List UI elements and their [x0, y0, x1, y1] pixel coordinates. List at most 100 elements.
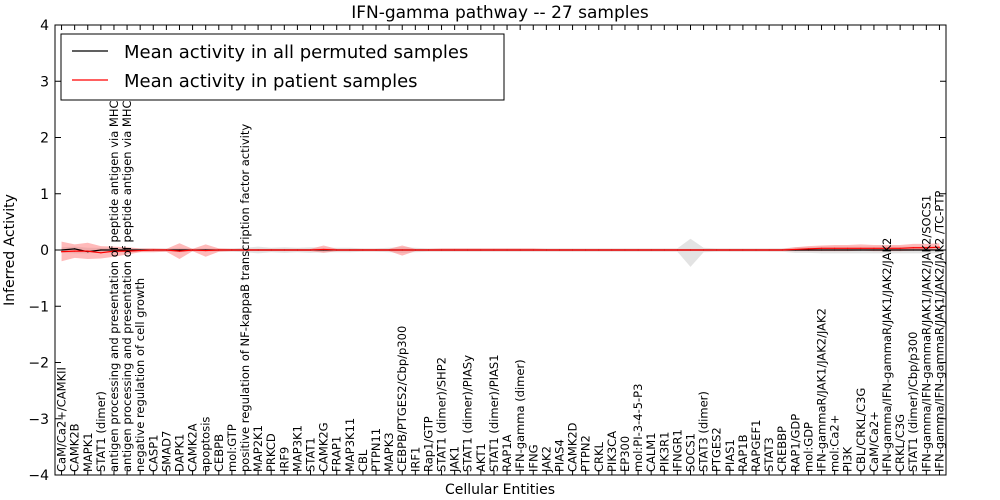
data-point-patient [755, 249, 757, 251]
data-point-patient [519, 249, 521, 251]
category-label: CRKL [592, 441, 606, 472]
data-point-patient [270, 249, 272, 251]
data-point-patient [689, 249, 692, 251]
category-label: CaM/Ca2+ [867, 411, 881, 472]
band-permuted [61, 238, 940, 267]
y-tick-label: −3 [28, 412, 49, 428]
category-label: apoptosis [199, 417, 213, 472]
category-label: IFN-gamma/IFN-gammaR/JAK1/JAK2/JAK2/SOCS… [919, 195, 933, 472]
legend-label-patient: Mean activity in patient samples [124, 71, 418, 92]
category-label: CAMK2A [186, 423, 200, 472]
category-label: MAP3K1 [290, 425, 304, 472]
data-point-permuted [925, 249, 927, 251]
category-label: IRF9 [277, 447, 291, 472]
category-label: PIK3R1 [657, 432, 671, 473]
data-point-patient [309, 249, 312, 251]
category-label: IRF1 [408, 447, 422, 472]
x-axis-label: Cellular Entities [445, 482, 555, 498]
chart-title: IFN-gamma pathway -- 27 samples [351, 3, 649, 23]
data-point-patient [74, 250, 76, 252]
data-point-permuted [113, 249, 115, 251]
data-point-patient [362, 249, 364, 251]
data-point-patient [912, 247, 914, 249]
data-point-patient [742, 249, 744, 251]
category-label: PTPN2 [579, 435, 593, 472]
data-point-patient [480, 249, 482, 251]
category-label: mol:Ca2+ [828, 415, 842, 472]
category-label: RAP1/GDP [788, 414, 802, 472]
y-tick-label: 0 [40, 243, 49, 259]
data-point-permuted [178, 249, 181, 251]
category-label: CBL [356, 449, 370, 472]
data-point-patient [191, 249, 194, 251]
y-tick-label: 4 [40, 18, 49, 34]
data-point-permuted [60, 249, 63, 251]
data-point-patient [100, 252, 102, 254]
category-label: MAPK3 [382, 432, 396, 472]
y-tick-label: −2 [28, 356, 49, 372]
category-label: CaM/Ca2+/CAMKII [55, 367, 69, 472]
data-point-patient [231, 249, 233, 251]
data-point-patient [611, 249, 613, 251]
category-label: PRKCD [264, 433, 278, 472]
category-label: PIK3CA [605, 431, 619, 472]
category-label: CAMK2G [317, 422, 331, 472]
category-label: PTGES2 [710, 427, 724, 472]
data-point-permuted [938, 249, 941, 251]
category-label: STAT1 (dimer)/PIASy [461, 355, 475, 472]
data-point-permuted [847, 249, 849, 251]
data-point-patient [847, 247, 849, 249]
data-point-patient [178, 250, 181, 252]
category-label: DAPK1 [172, 434, 186, 472]
category-label: EP300 [618, 436, 632, 472]
y-tick-label: 1 [40, 187, 49, 203]
category-label: CALM1 [644, 432, 658, 472]
data-point-patient [414, 249, 416, 251]
category-label: RAP1A [500, 434, 514, 472]
category-label: SMAD7 [159, 431, 173, 472]
category-label: SOCS1 [683, 433, 697, 472]
data-point-permuted [886, 249, 888, 251]
category-label: negative regulation of cell growth [133, 278, 147, 472]
data-point-patient [139, 249, 141, 252]
data-point-patient [506, 249, 508, 251]
data-point-patient [165, 249, 167, 251]
category-label: RAP1B [736, 434, 750, 472]
data-point-patient [820, 247, 823, 249]
data-point-patient [205, 249, 207, 252]
category-label: IFNG [526, 444, 540, 472]
data-point-patient [296, 249, 299, 251]
category-label: PIAS1 [723, 439, 737, 472]
data-point-permuted [820, 249, 823, 251]
data-point-patient [257, 249, 259, 251]
data-point-patient [113, 250, 115, 252]
category-label: CBL/CRKL/C3G [854, 388, 868, 472]
data-point-patient [598, 249, 600, 251]
data-point-permuted [100, 249, 102, 251]
legend-label-permuted: Mean activity in all permuted samples [124, 42, 468, 63]
category-label: CREBBP [775, 426, 789, 472]
category-label: STAT1 (dimer)/PIAS1 [487, 354, 501, 472]
data-point-patient [440, 249, 443, 251]
data-point-patient [768, 249, 770, 251]
data-point-patient [152, 249, 154, 251]
data-point-patient [886, 247, 888, 249]
category-label: IFN-gammaR/JAK1/JAK2/JAK2 [815, 308, 829, 472]
data-point-patient [938, 246, 941, 248]
data-point-permuted [126, 249, 128, 251]
data-point-permuted [807, 249, 810, 251]
category-label: PTPN11 [369, 428, 383, 472]
category-label: IFN-gamma/IFN-gammaR/JAK1/JAK2/JAK2 /TC-… [932, 191, 946, 472]
data-point-permuted [873, 249, 875, 251]
category-label: mol:PI-3-4-5-P3 [631, 384, 645, 472]
category-label: JAK1 [448, 446, 462, 473]
category-label: MAPK1 [81, 432, 95, 472]
category-label: antigen processing and presentation of p… [120, 58, 134, 472]
series-lines [60, 246, 941, 254]
data-point-patient [663, 249, 665, 251]
category-label: STAT3 (dimer) [697, 391, 711, 472]
data-point-permuted [860, 249, 862, 251]
data-point-permuted [899, 249, 901, 251]
data-point-patient [676, 249, 678, 251]
category-labels: CaM/Ca2+/CAMKII CAMK2B MAPK1 STAT1 (dimer) a… [55, 58, 947, 473]
